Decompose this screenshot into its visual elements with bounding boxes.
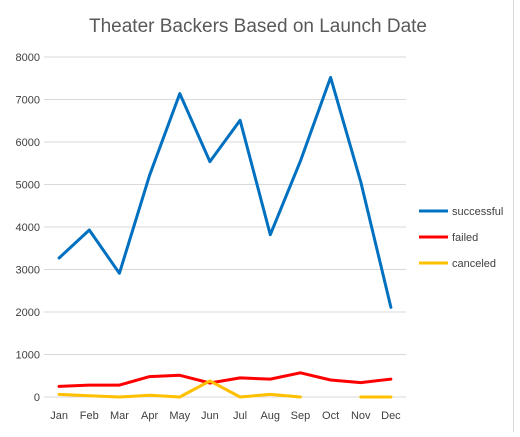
x-tick-label: Apr <box>141 410 158 422</box>
panel-edge <box>513 0 514 432</box>
y-axis-ticks: 0 1000 2000 3000 4000 5000 6000 7000 8000 <box>16 52 40 404</box>
line-chart: Theater Backers Based on Launch Date 0 10… <box>16 16 504 422</box>
y-tick-label: 1000 <box>16 350 40 362</box>
legend-label-successful: successful <box>452 206 503 218</box>
x-axis-ticks: Jan Feb Mar Apr May Jun Jul Aug Sep Oct Nov Dec <box>50 410 401 422</box>
legend-label-failed: failed <box>452 232 478 244</box>
y-tick-label: 4000 <box>16 222 40 234</box>
x-tick-label: Jul <box>233 410 247 422</box>
y-tick-label: 6000 <box>16 137 40 149</box>
y-tick-label: 3000 <box>16 265 40 277</box>
x-tick-label: Jun <box>201 410 219 422</box>
y-tick-label: 8000 <box>16 52 40 64</box>
chart-title: Theater Backers Based on Launch Date <box>89 16 427 37</box>
series-line-failed <box>57 371 393 388</box>
x-tick-label: Sep <box>291 410 311 422</box>
legend-label-canceled: canceled <box>452 258 496 270</box>
y-tick-label: 0 <box>34 392 40 404</box>
x-tick-label: Jan <box>50 410 68 422</box>
y-tick-label: 5000 <box>16 180 40 192</box>
x-tick-label: Aug <box>260 410 280 422</box>
x-tick-label: Mar <box>110 410 129 422</box>
series-line-canceled <box>57 379 302 399</box>
legend: successful failed canceled <box>419 206 503 270</box>
x-tick-label: Dec <box>381 410 401 422</box>
series-line-successful <box>57 75 393 309</box>
y-tick-label: 2000 <box>16 307 40 319</box>
series-lines <box>57 75 393 399</box>
y-tick-label: 7000 <box>16 95 40 107</box>
chart-area: Theater Backers Based on Launch Date 0 10… <box>15 16 504 422</box>
x-tick-label: Feb <box>80 410 99 422</box>
gridlines <box>44 56 406 398</box>
x-tick-label: Nov <box>351 410 371 422</box>
x-tick-label: Oct <box>322 410 339 422</box>
x-tick-label: May <box>169 410 190 422</box>
